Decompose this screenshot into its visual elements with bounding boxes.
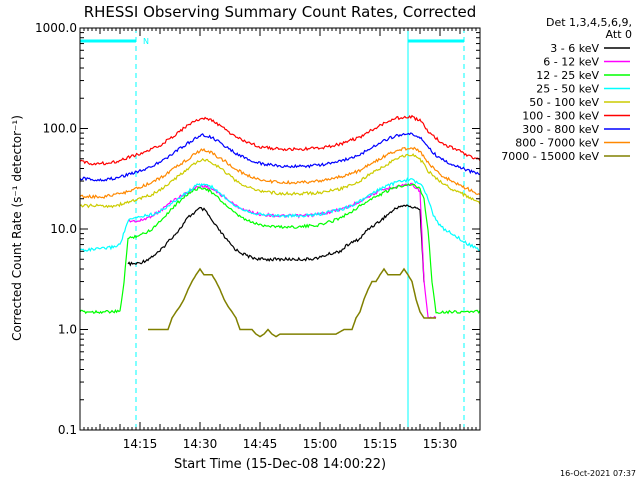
series-7 xyxy=(79,146,481,200)
x-tick-label-3: 15:00 xyxy=(303,437,338,451)
series-line-7-0 xyxy=(79,146,481,200)
x-axis-label: Start Time (15-Dec-08 14:00:22) xyxy=(174,457,386,472)
series-4 xyxy=(79,153,481,209)
x-tick-label-2: 14:45 xyxy=(243,437,278,451)
legend-label-5: 100 - 300 keV xyxy=(522,110,599,123)
x-tick-label-1: 14:30 xyxy=(183,437,218,451)
legend-label-3: 25 - 50 keV xyxy=(536,83,599,96)
attenuator-markers: N xyxy=(79,28,465,430)
series-line-1-0 xyxy=(127,182,437,319)
series-line-5-0 xyxy=(79,114,481,166)
legend-header-0: Det 1,3,4,5,6,9, xyxy=(546,16,632,29)
y-axis-label: Corrected Count Rate (s⁻¹ detector⁻¹) xyxy=(10,115,24,341)
legend-label-6: 300 - 800 keV xyxy=(522,123,599,136)
series-line-3-0 xyxy=(79,177,481,253)
series-6 xyxy=(79,132,481,182)
y-tick-label-2: 10.0 xyxy=(50,222,77,236)
legend-label-1: 6 - 12 keV xyxy=(543,56,599,69)
legend-label-0: 3 - 6 keV xyxy=(550,42,599,55)
x-tick-label-4: 15:15 xyxy=(363,437,398,451)
legend-label-8: 7000 - 15000 keV xyxy=(501,150,599,163)
series-line-0-0 xyxy=(127,204,425,283)
series-1 xyxy=(127,182,437,319)
series-3 xyxy=(79,177,481,253)
series-5 xyxy=(79,114,481,166)
series-8 xyxy=(148,267,436,338)
series-line-8-0 xyxy=(148,267,436,338)
annotation-label: N xyxy=(143,37,149,46)
chart-title: RHESSI Observing Summary Count Rates, Co… xyxy=(84,3,477,21)
y-tick-label-0: 0.1 xyxy=(58,423,77,437)
series-2 xyxy=(79,183,481,315)
y-tick-label-1: 1.0 xyxy=(58,323,77,337)
x-tick-label-5: 15:30 xyxy=(423,437,458,451)
series-line-4-0 xyxy=(79,153,481,209)
timestamp: 16-Oct-2021 07:37 xyxy=(560,469,636,478)
legend-label-7: 800 - 7000 keV xyxy=(515,137,599,150)
legend-header-1: Att 0 xyxy=(606,28,632,41)
plot-frame xyxy=(79,27,481,431)
legend-label-4: 50 - 100 keV xyxy=(529,96,599,109)
x-tick-label-0: 14:15 xyxy=(123,437,158,451)
legend-label-2: 12 - 25 keV xyxy=(536,69,599,82)
y-tick-label-4: 1000.0 xyxy=(35,21,77,35)
series-0 xyxy=(127,204,425,283)
series-group xyxy=(79,114,481,338)
series-line-6-0 xyxy=(79,132,481,182)
series-line-2-0 xyxy=(79,183,481,315)
axes-group: 0.1 1.0 10.0 100.0 1000.0 14:15 14:30 14:45 15:0… xyxy=(35,21,481,451)
y-tick-label-3: 100.0 xyxy=(43,122,77,136)
